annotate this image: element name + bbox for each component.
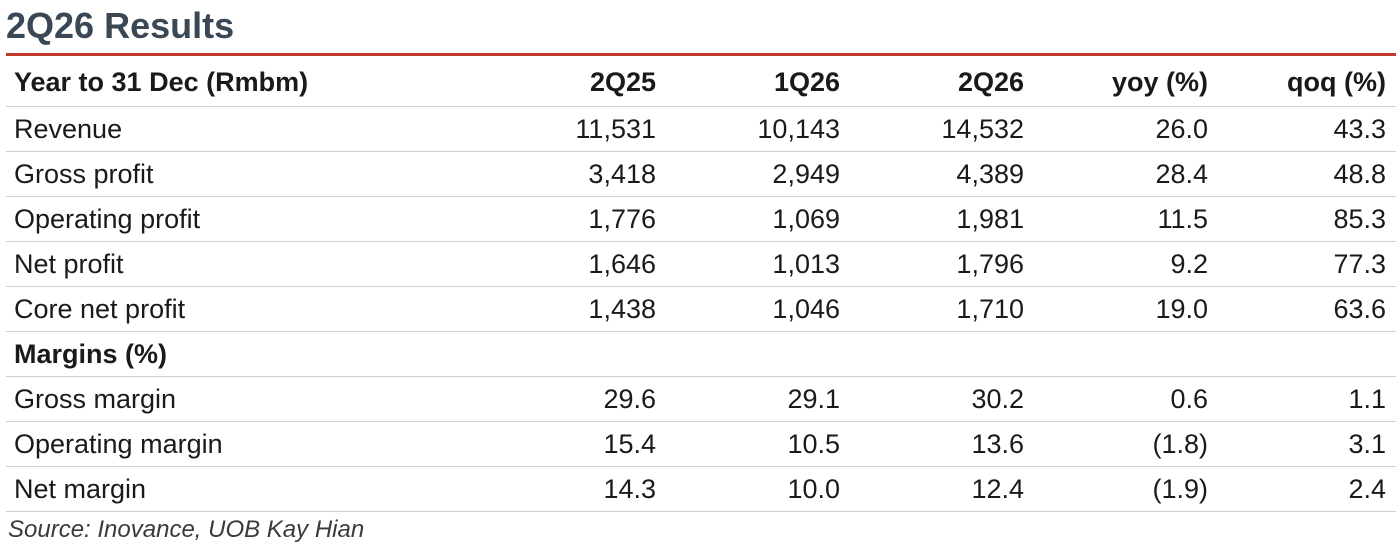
cell-2q25: 15.4 (482, 421, 666, 467)
row-label: Revenue (6, 106, 482, 152)
table-row: Gross margin 29.6 29.1 30.2 0.6 1.1 (6, 376, 1396, 422)
header-yoy: yoy (%) (1034, 59, 1218, 107)
cell-1q26: 1,046 (666, 286, 850, 332)
cell-qoq: 2.4 (1218, 466, 1396, 512)
cell-qoq: 77.3 (1218, 241, 1396, 287)
cell-1q26: 2,949 (666, 151, 850, 197)
cell-2q25: 1,646 (482, 241, 666, 287)
cell-2q26: 1,796 (850, 241, 1034, 287)
cell-1q26: 1,013 (666, 241, 850, 287)
header-1q26: 1Q26 (666, 59, 850, 107)
cell-1q26: 10.5 (666, 421, 850, 467)
table-row: Operating profit 1,776 1,069 1,981 11.5 … (6, 196, 1396, 242)
title-divider (6, 53, 1396, 56)
page-title: 2Q26 Results (6, 5, 235, 46)
cell-2q25: 29.6 (482, 376, 666, 422)
row-label: Operating profit (6, 196, 482, 242)
cell-1q26: 1,069 (666, 196, 850, 242)
section-empty-cell (482, 331, 666, 377)
section-header-row: Margins (%) (6, 331, 1396, 377)
results-table: Year to 31 Dec (Rmbm) 2Q25 1Q26 2Q26 yoy… (6, 59, 1396, 512)
cell-yoy: 28.4 (1034, 151, 1218, 197)
cell-yoy: (1.8) (1034, 421, 1218, 467)
cell-yoy: 26.0 (1034, 106, 1218, 152)
cell-2q25: 11,531 (482, 106, 666, 152)
cell-1q26: 29.1 (666, 376, 850, 422)
table-row: Revenue 11,531 10,143 14,532 26.0 43.3 (6, 106, 1396, 152)
cell-2q25: 3,418 (482, 151, 666, 197)
cell-qoq: 63.6 (1218, 286, 1396, 332)
cell-2q25: 1,776 (482, 196, 666, 242)
table-header-row: Year to 31 Dec (Rmbm) 2Q25 1Q26 2Q26 yoy… (6, 59, 1396, 107)
cell-2q25: 14.3 (482, 466, 666, 512)
section-empty-cell (666, 331, 850, 377)
table-row: Operating margin 15.4 10.5 13.6 (1.8) 3.… (6, 421, 1396, 467)
header-2q25: 2Q25 (482, 59, 666, 107)
table-row: Net profit 1,646 1,013 1,796 9.2 77.3 (6, 241, 1396, 287)
row-label: Net profit (6, 241, 482, 287)
section-empty-cell (850, 331, 1034, 377)
cell-1q26: 10,143 (666, 106, 850, 152)
cell-2q25: 1,438 (482, 286, 666, 332)
cell-yoy: 19.0 (1034, 286, 1218, 332)
cell-yoy: (1.9) (1034, 466, 1218, 512)
row-label: Gross margin (6, 376, 482, 422)
cell-2q26: 1,710 (850, 286, 1034, 332)
cell-qoq: 3.1 (1218, 421, 1396, 467)
cell-yoy: 0.6 (1034, 376, 1218, 422)
cell-2q26: 12.4 (850, 466, 1034, 512)
cell-qoq: 85.3 (1218, 196, 1396, 242)
table-row: Core net profit 1,438 1,046 1,710 19.0 6… (6, 286, 1396, 332)
cell-2q26: 1,981 (850, 196, 1034, 242)
source-note: Source: Inovance, UOB Kay Hian (8, 516, 365, 543)
section-empty-cell (1034, 331, 1218, 377)
header-label: Year to 31 Dec (Rmbm) (6, 59, 482, 107)
cell-1q26: 10.0 (666, 466, 850, 512)
table-row: Gross profit 3,418 2,949 4,389 28.4 48.8 (6, 151, 1396, 197)
cell-2q26: 14,532 (850, 106, 1034, 152)
cell-2q26: 13.6 (850, 421, 1034, 467)
cell-yoy: 9.2 (1034, 241, 1218, 287)
row-label: Core net profit (6, 286, 482, 332)
cell-yoy: 11.5 (1034, 196, 1218, 242)
cell-qoq: 43.3 (1218, 106, 1396, 152)
header-qoq: qoq (%) (1218, 59, 1396, 107)
row-label: Gross profit (6, 151, 482, 197)
cell-qoq: 48.8 (1218, 151, 1396, 197)
section-empty-cell (1218, 331, 1396, 377)
table-row: Net margin 14.3 10.0 12.4 (1.9) 2.4 (6, 466, 1396, 512)
row-label: Operating margin (6, 421, 482, 467)
cell-2q26: 30.2 (850, 376, 1034, 422)
row-label: Net margin (6, 466, 482, 512)
cell-2q26: 4,389 (850, 151, 1034, 197)
cell-qoq: 1.1 (1218, 376, 1396, 422)
header-2q26: 2Q26 (850, 59, 1034, 107)
section-label: Margins (%) (6, 331, 482, 377)
